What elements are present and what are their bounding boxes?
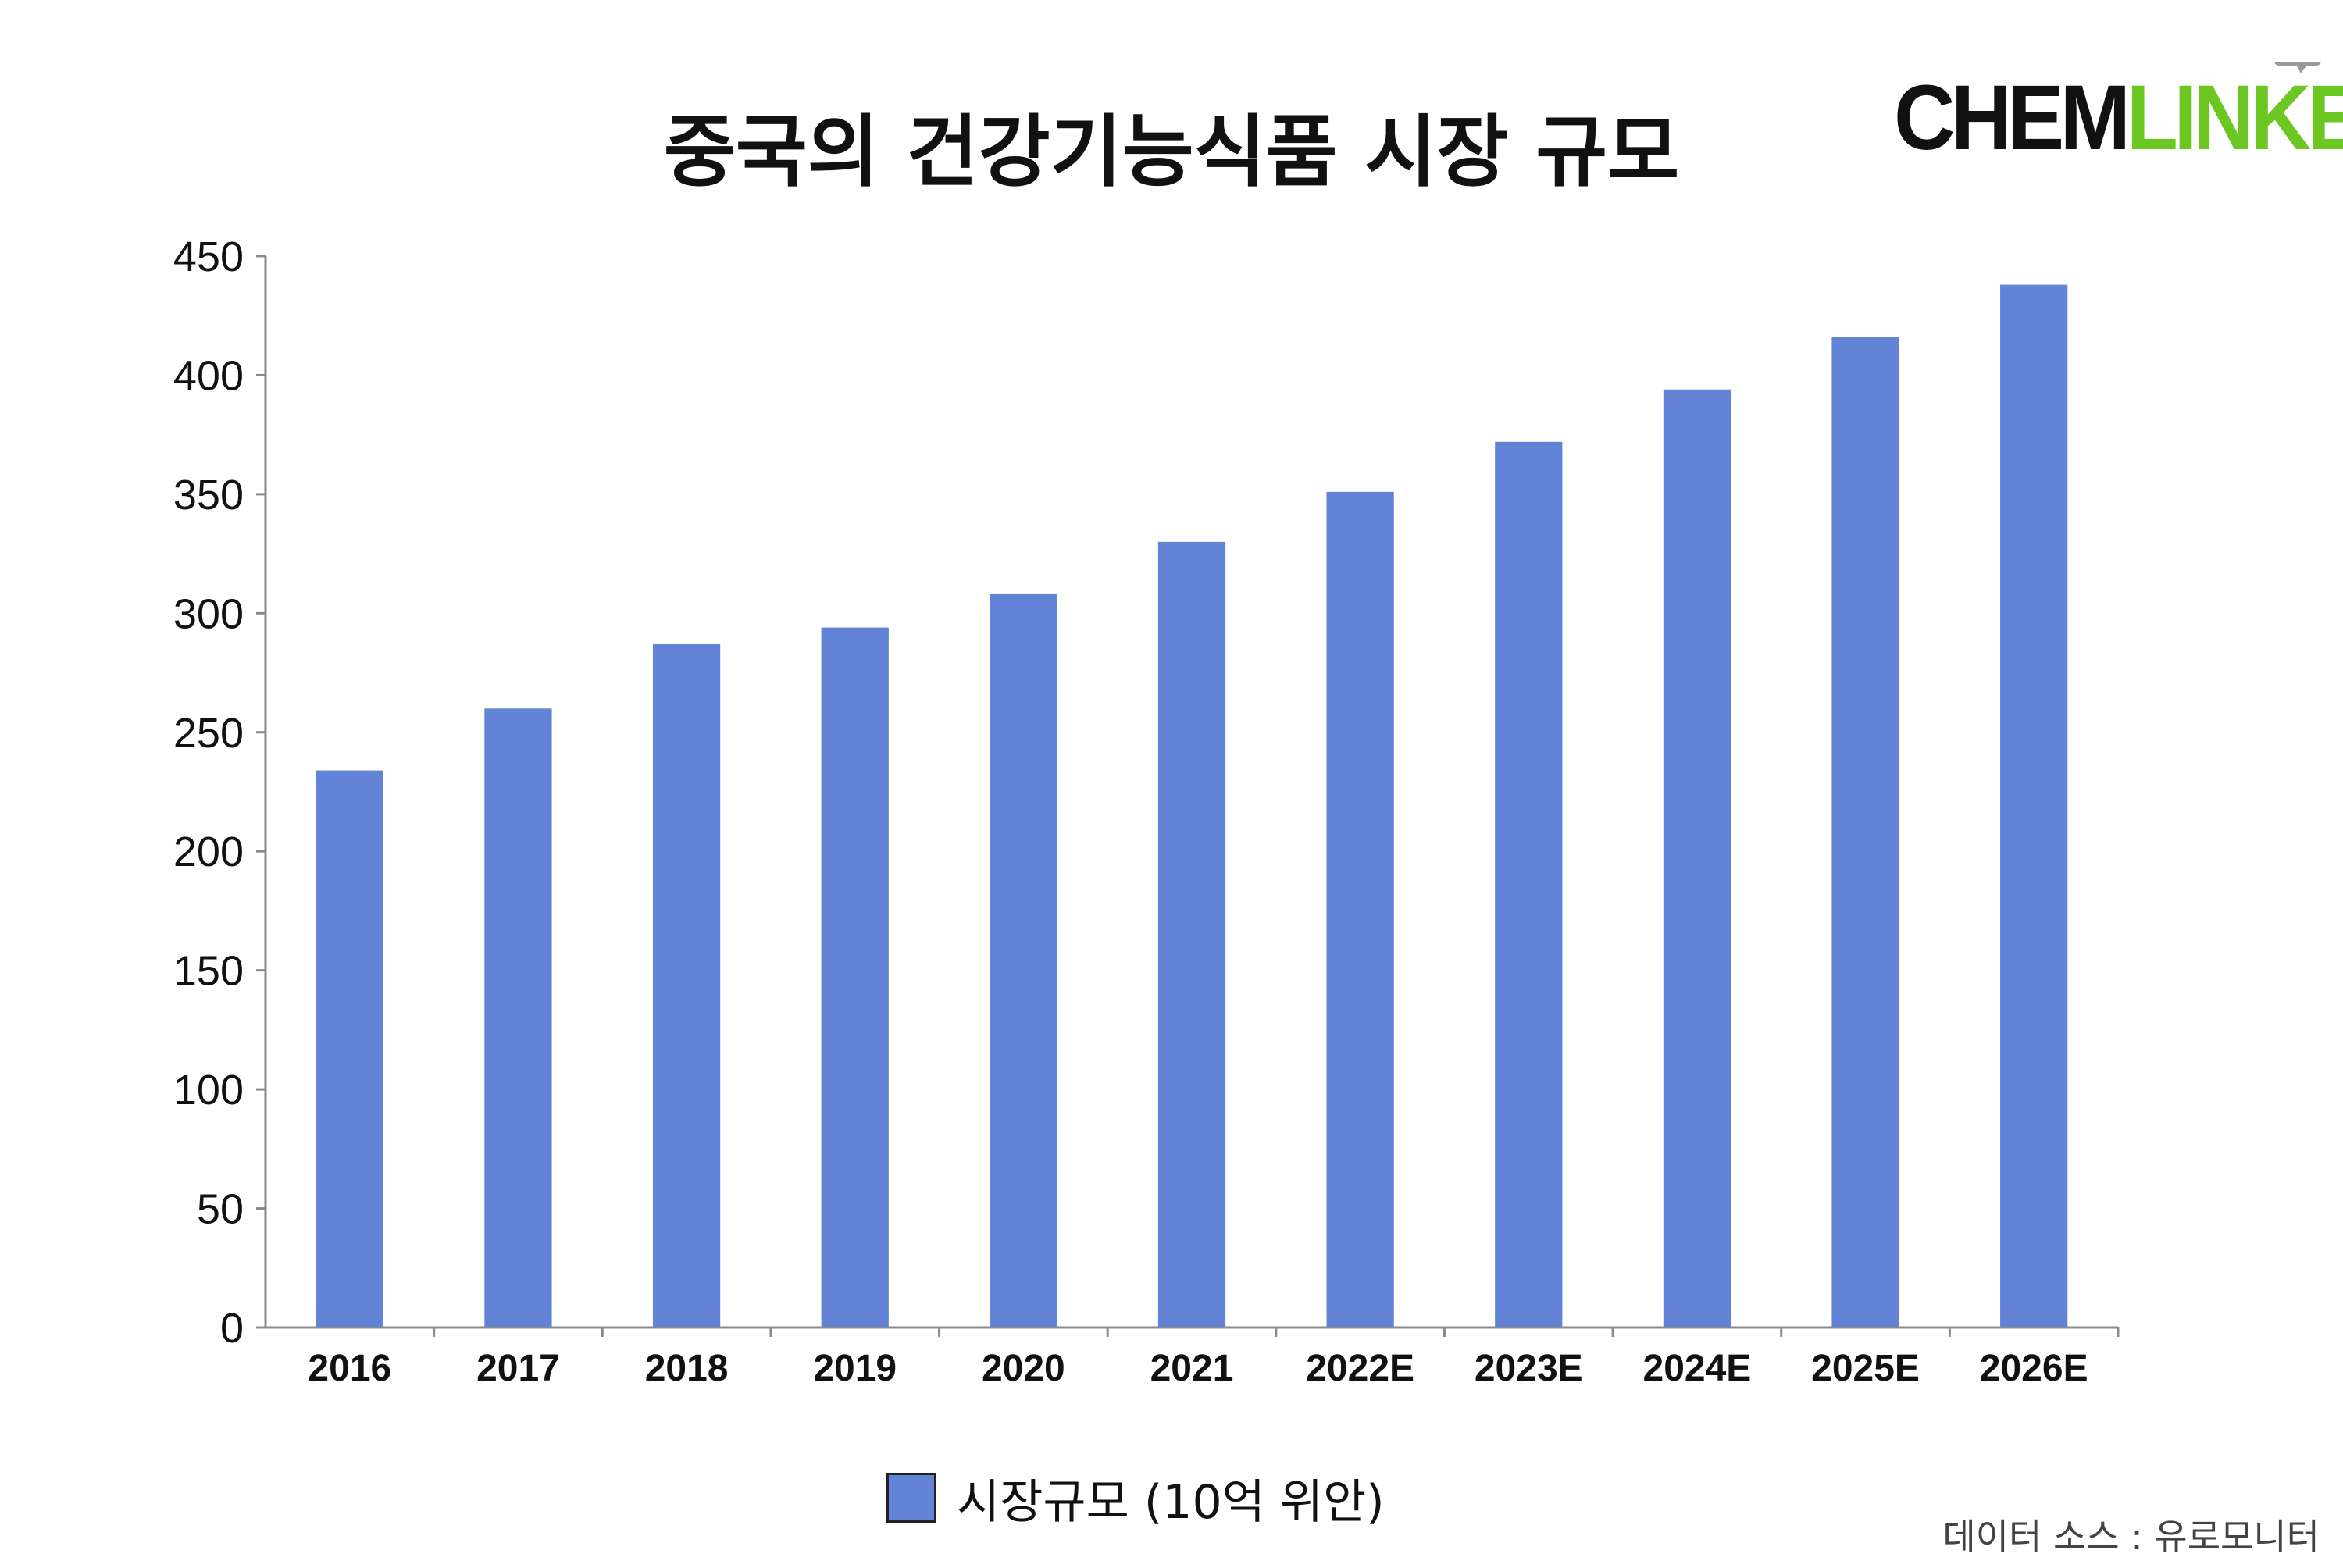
bar-2022E (1326, 491, 1394, 1327)
y-tick-label: 100 (173, 1067, 244, 1114)
bar-2017 (484, 708, 552, 1327)
bar-2019 (821, 627, 889, 1327)
bar-2025E (1831, 337, 1899, 1327)
bar-2018 (652, 643, 721, 1327)
bar-series (316, 284, 2068, 1327)
x-tick-label-2021: 2021 (1150, 1348, 1234, 1389)
logo-part-linked: LINKED (2126, 66, 2343, 169)
x-tick-label-2025E: 2025E (1811, 1348, 1920, 1389)
x-tick-label-2020: 2020 (982, 1348, 1065, 1389)
y-tick-label: 200 (173, 829, 244, 875)
legend-label: 시장규모 (10억 위안) (957, 1474, 1385, 1530)
y-tick-label: 50 (197, 1186, 244, 1233)
x-tick-label-2022E: 2022E (1306, 1348, 1414, 1389)
bar-chart: 0 50 100 150 200 250 300 350 400 450 2016 2017 2018… (173, 233, 2120, 1389)
bar-2021 (1157, 541, 1226, 1327)
bar-2020 (990, 593, 1057, 1327)
source-note: 데이터 소스 : 유로모니터 (1942, 1516, 2320, 1558)
chemlinked-logo (2274, 62, 2321, 73)
x-tick-label-2017: 2017 (476, 1348, 560, 1389)
y-tick-label: 350 (173, 472, 244, 519)
bar-2026E (2000, 284, 2068, 1327)
x-tick-label-2019: 2019 (813, 1348, 897, 1389)
x-tick-label-2023E: 2023E (1475, 1348, 1583, 1389)
y-tick-label: 300 (173, 590, 244, 637)
y-axis-ticks: 0 50 100 150 200 250 300 350 400 450 (173, 233, 266, 1352)
speech-bubbles-icon (2274, 62, 2321, 73)
y-tick-label: 0 (220, 1305, 244, 1352)
x-tick-label-2018: 2018 (645, 1348, 729, 1389)
bar-2024E (1663, 389, 1731, 1327)
bar-2023E (1495, 441, 1563, 1327)
y-tick-label: 450 (173, 233, 244, 280)
bar-2016 (316, 770, 383, 1327)
x-axis-ticks: 2016 2017 2018 2019 2020 2021 2022E 2023E 2024E 2… (308, 1327, 2120, 1389)
y-tick-label: 150 (173, 948, 244, 995)
x-tick-label-2024E: 2024E (1643, 1348, 1752, 1389)
logo-wordmark: CHEMLINKED (1894, 72, 2343, 164)
y-tick-label: 400 (173, 352, 244, 399)
legend-swatch (886, 1473, 936, 1523)
x-tick-label-2016: 2016 (308, 1348, 391, 1389)
logo-part-chem: CHEM (1894, 66, 2131, 169)
chart-title: 중국의 건강기능식품 시장 규모 (663, 106, 1680, 198)
chart-legend: 시장규모 (10억 위안) (886, 1466, 1385, 1530)
x-tick-label-2026E: 2026E (1980, 1348, 2088, 1389)
y-tick-label: 250 (173, 710, 244, 757)
